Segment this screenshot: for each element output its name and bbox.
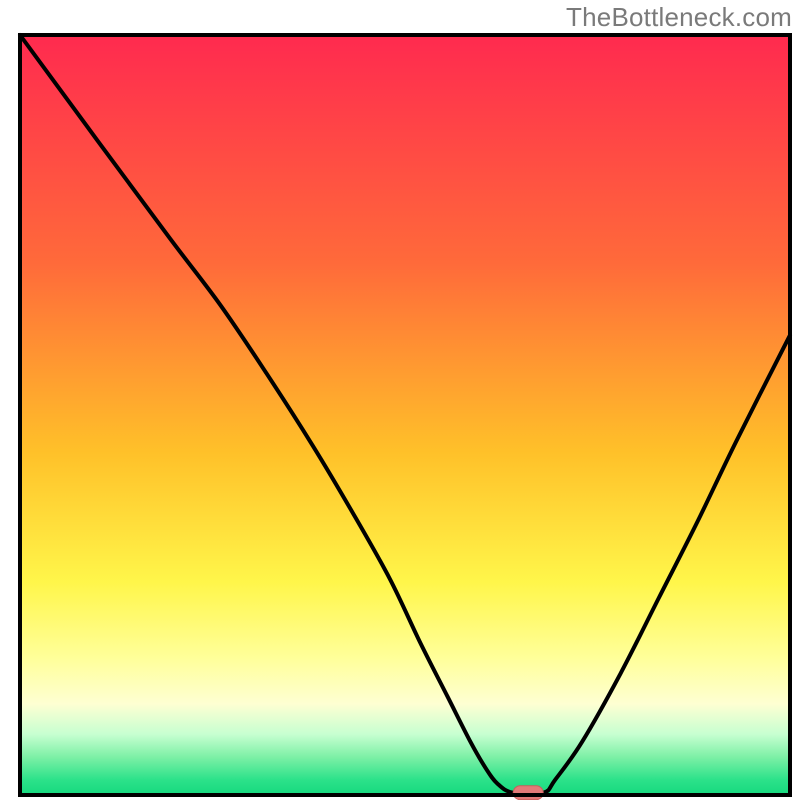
optimal-marker [513, 786, 543, 800]
bottleneck-chart: TheBottleneck.com [0, 0, 800, 800]
watermark-label: TheBottleneck.com [566, 2, 792, 33]
gradient-background [20, 35, 790, 795]
chart-svg [0, 0, 800, 800]
